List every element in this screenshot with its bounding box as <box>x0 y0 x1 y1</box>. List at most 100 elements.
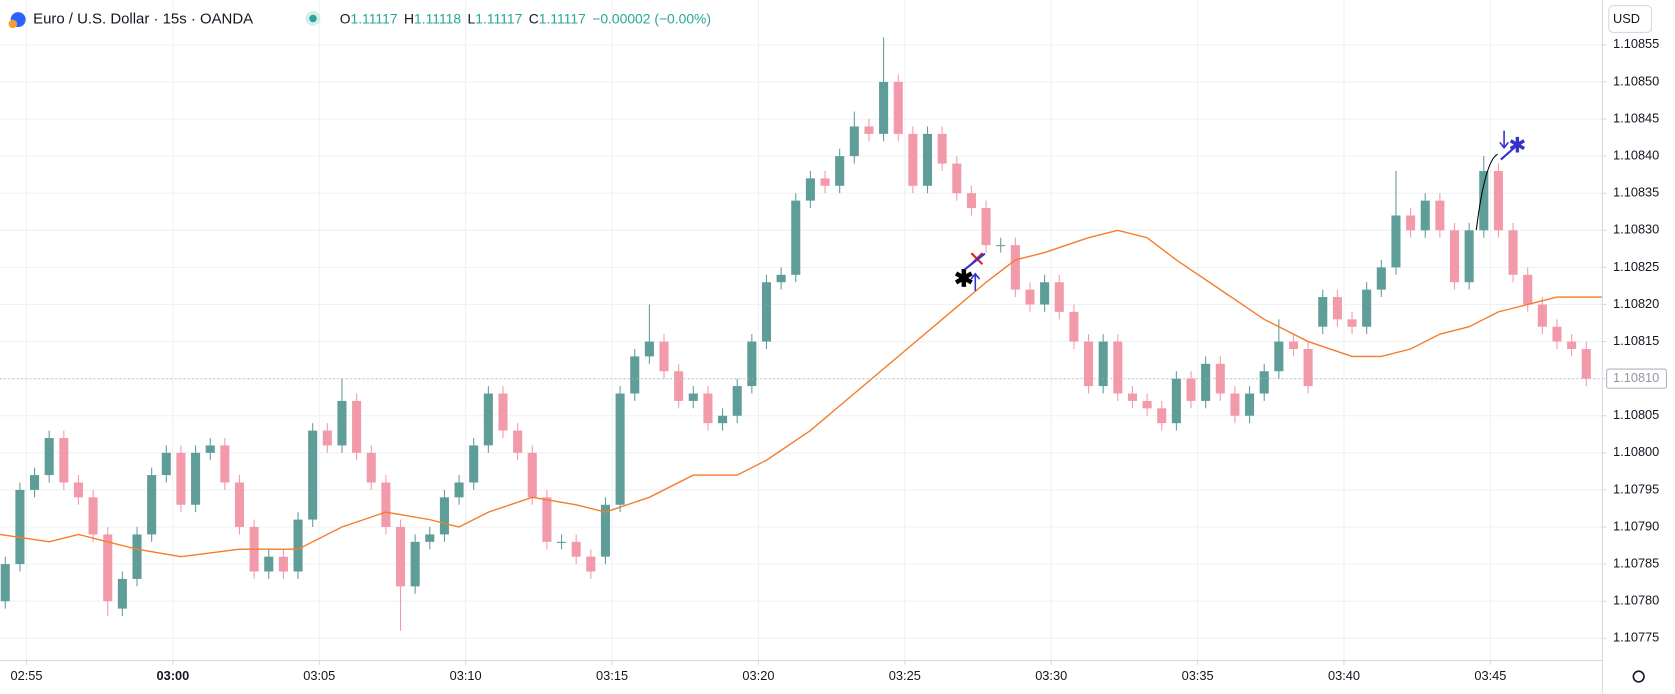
c-label: C <box>529 10 539 26</box>
currency-button[interactable] <box>1608 5 1653 33</box>
candle-body <box>1362 289 1372 327</box>
candle-body <box>264 556 274 572</box>
x-tick-label: 03:35 <box>1182 668 1214 683</box>
y-tick-label: 1.10845 <box>1613 110 1659 125</box>
candle-body <box>1245 393 1255 416</box>
candle-body <box>395 527 406 587</box>
y-tick-label: 1.10780 <box>1613 593 1659 608</box>
candle-body <box>1113 341 1123 394</box>
candle-body <box>1391 215 1401 268</box>
y-tick-label: 1.10790 <box>1613 518 1659 533</box>
candle-body <box>557 541 567 543</box>
x-tick-label: 03:15 <box>596 668 628 683</box>
candle-body <box>761 282 772 342</box>
candle-body <box>498 393 508 431</box>
grid <box>0 0 1603 661</box>
candle-body <box>73 482 84 498</box>
drawings: ✱ ✕ ✱ <box>954 130 1526 291</box>
x-tick-label: 03:20 <box>742 668 774 683</box>
candle-body <box>937 133 947 164</box>
plot <box>0 37 1603 631</box>
candle-body <box>527 452 537 498</box>
candle-body <box>1069 311 1079 342</box>
y-tick-label: 1.10805 <box>1613 407 1659 422</box>
candle-body <box>322 430 332 446</box>
x-tick-label: 03:30 <box>1035 668 1067 683</box>
candle-body <box>1449 230 1460 283</box>
candle-body <box>410 541 420 587</box>
candle-body <box>513 430 523 453</box>
candle-body <box>1259 371 1269 394</box>
candle-body <box>1010 245 1020 290</box>
candle-body <box>571 541 581 557</box>
candle-body <box>922 133 933 186</box>
candle-body <box>586 556 596 572</box>
y-tick-label: 1.10835 <box>1613 185 1659 200</box>
last-price-box <box>1606 368 1667 389</box>
y-tick-label: 1.10850 <box>1613 73 1659 88</box>
candle-body <box>1230 393 1240 416</box>
candle-body <box>352 400 362 453</box>
candle-body <box>776 274 786 283</box>
drawing-star: ✱ <box>954 265 974 291</box>
candle-body <box>337 400 347 446</box>
x-tick-label: 03:10 <box>450 668 482 683</box>
candle-body <box>1406 215 1416 231</box>
o-label: O <box>340 10 351 26</box>
candle-body <box>893 81 903 134</box>
candle-body <box>630 356 640 394</box>
y-tick-label: 1.10830 <box>1613 222 1659 237</box>
x-tick-label: 03:45 <box>1474 668 1506 683</box>
ohlc: O1.11117 H1.11118 L1.11117 C1.11117 −0.00002… <box>340 10 711 26</box>
candle-body <box>15 489 25 565</box>
drawing-arrow <box>970 272 981 291</box>
legend-header: Euro / U.S. Dollar · 15s · OANDA O1.1111… <box>8 10 711 29</box>
l-value: 1.11117 <box>475 10 522 26</box>
candle-body <box>483 393 493 446</box>
candle-body <box>1523 274 1533 305</box>
x-tick-label: 03:25 <box>889 668 921 683</box>
axes: 1.10775 1.10780 1.10785 1.10790 1.10795 1.108… <box>10 36 1667 683</box>
settings-icon[interactable] <box>1632 670 1645 683</box>
candle-body <box>1332 297 1342 320</box>
candle-body <box>1318 297 1328 327</box>
candle-body <box>103 534 113 602</box>
candle-body <box>132 534 142 579</box>
y-tick-label: 1.10825 <box>1613 259 1659 274</box>
candle-body <box>1025 289 1035 305</box>
symbol-icon <box>8 19 18 29</box>
drawing-line <box>1500 142 1520 161</box>
candle-body <box>1464 230 1474 283</box>
y-tick-label: 1.10855 <box>1613 36 1659 51</box>
candle-body <box>908 133 918 186</box>
candle-body <box>1288 341 1299 349</box>
candle-body <box>981 208 991 246</box>
x-tick-label: 02:55 <box>10 668 42 683</box>
candle-body <box>703 393 713 424</box>
candle-body <box>659 341 669 372</box>
candle-body <box>1127 393 1137 401</box>
candle-body <box>1303 348 1313 387</box>
candle-body <box>30 475 40 490</box>
candle-body <box>1508 230 1518 275</box>
candle-body <box>366 452 376 483</box>
candle-body <box>176 452 186 505</box>
candle-body <box>1201 363 1211 401</box>
change: −0.00002 (−0.00%) <box>592 10 711 26</box>
candle-body <box>205 445 215 453</box>
candle-body <box>542 497 552 542</box>
drawing-star: ✱ <box>1508 133 1526 157</box>
y-tick-label: 1.10775 <box>1613 630 1659 645</box>
candle-body <box>220 445 230 483</box>
candle-body <box>966 193 976 209</box>
candle-body <box>1435 200 1445 231</box>
candle-body <box>1084 341 1094 387</box>
candle-body <box>791 200 801 275</box>
candle-body <box>1420 200 1430 231</box>
candle-body <box>835 156 845 186</box>
y-tick-label: 1.10820 <box>1613 296 1659 311</box>
candle-body <box>864 126 874 134</box>
h-label: H <box>404 10 414 26</box>
y-tick-label: 1.10800 <box>1613 444 1659 459</box>
